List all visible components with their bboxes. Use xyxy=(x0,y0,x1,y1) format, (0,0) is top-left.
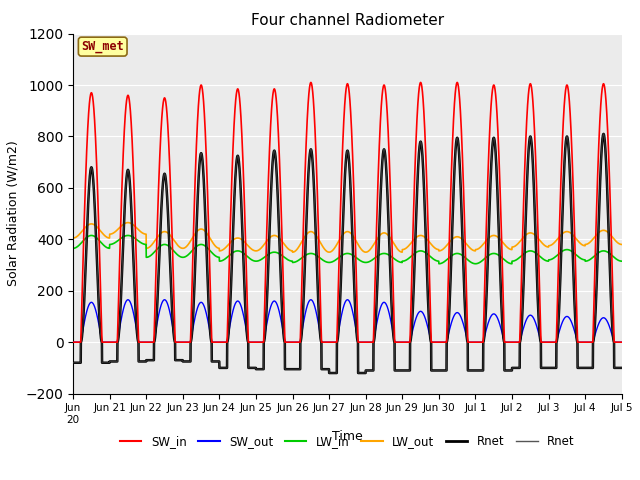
Line: Rnet: Rnet xyxy=(73,134,621,373)
Rnet xyxy=(600,131,607,137)
LW_out xyxy=(187,238,195,243)
SW_in xyxy=(187,336,195,342)
LW_out xyxy=(566,229,573,235)
X-axis label: Time: Time xyxy=(332,431,363,444)
SW_out xyxy=(618,339,625,345)
LW_in xyxy=(88,233,95,239)
Rnet xyxy=(600,131,607,137)
SW_out xyxy=(618,339,625,345)
LW_in xyxy=(223,255,230,261)
Rnet xyxy=(618,365,625,371)
Legend: SW_in, SW_out, LW_in, LW_out, Rnet, Rnet: SW_in, SW_out, LW_in, LW_out, Rnet, Rnet xyxy=(115,430,579,453)
Line: SW_in: SW_in xyxy=(73,83,621,342)
Line: LW_in: LW_in xyxy=(73,236,621,264)
LW_out xyxy=(618,241,625,247)
Rnet xyxy=(325,370,333,376)
SW_in xyxy=(566,103,573,109)
LW_in xyxy=(618,258,625,264)
LW_in xyxy=(618,258,625,264)
Text: SW_met: SW_met xyxy=(81,40,124,53)
Rnet xyxy=(566,166,573,171)
Line: SW_out: SW_out xyxy=(73,300,621,342)
Rnet xyxy=(618,365,625,371)
LW_out xyxy=(411,236,419,242)
Rnet xyxy=(401,368,409,373)
Rnet xyxy=(69,360,77,366)
LW_in xyxy=(401,258,409,264)
LW_in xyxy=(566,247,573,253)
SW_out xyxy=(566,316,573,322)
Rnet xyxy=(401,368,409,373)
Rnet xyxy=(618,365,625,371)
SW_in xyxy=(618,339,625,345)
SW_out xyxy=(401,339,409,345)
Rnet xyxy=(325,370,333,376)
Rnet xyxy=(223,365,230,371)
SW_out xyxy=(187,338,195,344)
SW_in xyxy=(223,339,230,345)
LW_out xyxy=(401,246,409,252)
LW_in xyxy=(435,261,443,266)
SW_in xyxy=(411,179,419,184)
SW_out xyxy=(69,339,77,345)
SW_in xyxy=(401,339,409,345)
LW_in xyxy=(187,249,195,255)
LW_out xyxy=(289,249,296,255)
SW_out xyxy=(411,320,419,326)
Rnet xyxy=(566,166,573,171)
LW_out xyxy=(69,235,77,241)
SW_in xyxy=(618,339,625,345)
LW_out xyxy=(124,220,132,226)
Y-axis label: Solar Radiation (W/m2): Solar Radiation (W/m2) xyxy=(7,141,20,287)
Rnet xyxy=(223,365,230,371)
SW_out xyxy=(223,339,230,345)
LW_in xyxy=(411,251,419,256)
LW_out xyxy=(618,241,625,247)
Rnet xyxy=(69,360,77,366)
Rnet xyxy=(187,339,195,345)
SW_in xyxy=(307,80,315,85)
Line: Rnet: Rnet xyxy=(73,134,621,373)
Line: LW_out: LW_out xyxy=(73,223,621,252)
LW_in xyxy=(69,245,77,251)
Rnet xyxy=(411,263,419,268)
Rnet xyxy=(187,339,195,345)
Rnet xyxy=(411,263,419,268)
Title: Four channel Radiometer: Four channel Radiometer xyxy=(251,13,444,28)
SW_in xyxy=(69,339,77,345)
LW_out xyxy=(223,244,230,250)
Rnet xyxy=(618,365,625,371)
SW_out xyxy=(124,297,132,302)
